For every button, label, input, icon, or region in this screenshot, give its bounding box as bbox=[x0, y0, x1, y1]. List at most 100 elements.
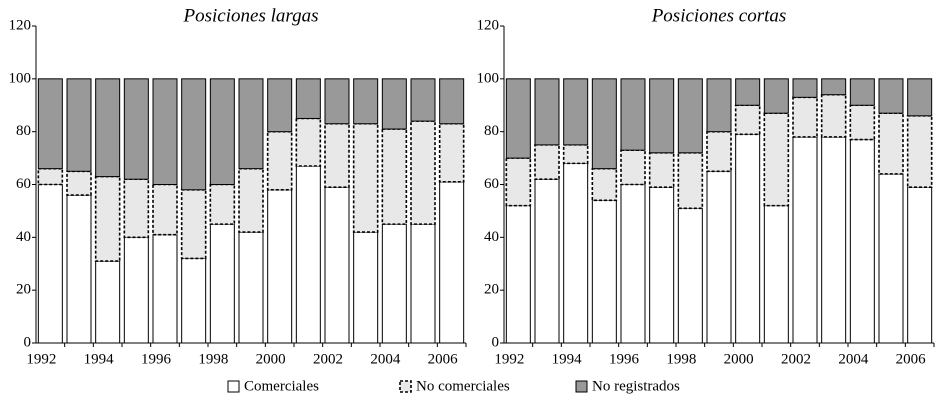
bar-segment bbox=[735, 78, 761, 106]
bar-segment bbox=[821, 136, 847, 344]
bar-segment bbox=[763, 78, 789, 114]
bar-segment bbox=[438, 122, 465, 183]
bar-segment bbox=[878, 78, 904, 114]
bar-segment bbox=[238, 231, 264, 344]
y-tick-label: 20 bbox=[484, 282, 499, 298]
bar-segment bbox=[735, 133, 761, 344]
bar-segment bbox=[209, 223, 235, 344]
y-tick-label: 80 bbox=[484, 123, 499, 139]
bar-segment bbox=[620, 78, 646, 151]
bar-segment bbox=[620, 184, 646, 344]
bar-segment bbox=[439, 181, 465, 344]
x-tick-label: 2000 bbox=[256, 351, 286, 367]
bar-segment bbox=[591, 78, 617, 170]
bar-segment bbox=[180, 188, 207, 260]
bar-segment bbox=[534, 78, 560, 146]
bar-segment bbox=[906, 115, 933, 188]
bar-segment bbox=[37, 184, 63, 344]
bar-segment bbox=[152, 183, 178, 236]
x-tick-label: 2004 bbox=[370, 351, 401, 367]
y-tick-label: 100 bbox=[9, 70, 32, 86]
bar-segment bbox=[534, 178, 560, 344]
x-tick-label: 1994 bbox=[552, 351, 583, 367]
x-tick-label: 2002 bbox=[313, 351, 343, 367]
bar-segment bbox=[353, 231, 379, 344]
bar-segment bbox=[907, 186, 933, 344]
y-tick-label: 40 bbox=[484, 229, 499, 245]
bar-segment bbox=[792, 78, 818, 98]
bar-segment bbox=[352, 122, 379, 233]
x-tick-label: 2006 bbox=[428, 351, 459, 367]
bar-segment bbox=[410, 120, 436, 225]
bar-segment bbox=[820, 93, 847, 138]
bar-segment bbox=[295, 117, 322, 167]
bar-segment bbox=[324, 122, 350, 188]
bar-segment bbox=[95, 78, 121, 178]
bar-segment bbox=[410, 223, 436, 344]
y-tick-label: 120 bbox=[477, 17, 500, 33]
bar-segment bbox=[505, 78, 531, 159]
bar-segment bbox=[677, 152, 704, 210]
bar-segment bbox=[534, 144, 560, 181]
bar-segment bbox=[324, 78, 350, 125]
bar-segment bbox=[181, 257, 207, 344]
bar-segment bbox=[94, 175, 121, 262]
bar-segment bbox=[821, 78, 847, 96]
legend-swatch bbox=[399, 380, 412, 393]
bar-segment bbox=[706, 130, 732, 173]
legend-swatch bbox=[227, 380, 240, 393]
bar-segment bbox=[381, 78, 407, 130]
bar-segment bbox=[152, 234, 178, 344]
bar-segment bbox=[238, 78, 264, 170]
bar-segment bbox=[439, 78, 465, 125]
x-tick-label: 2004 bbox=[838, 351, 869, 367]
bar-segment bbox=[563, 162, 589, 344]
x-tick-label: 1996 bbox=[609, 351, 640, 367]
bar-segment bbox=[181, 78, 207, 191]
bar-segment bbox=[295, 78, 321, 119]
bar-segment bbox=[209, 78, 235, 185]
bar-segment bbox=[37, 78, 63, 170]
y-tick-label: 0 bbox=[492, 334, 500, 350]
x-tick-label: 1998 bbox=[198, 351, 228, 367]
bar-segment bbox=[563, 78, 589, 146]
bar-segment bbox=[907, 78, 933, 117]
x-tick-label: 2000 bbox=[724, 351, 754, 367]
bar-segment bbox=[677, 207, 703, 344]
bar-segment bbox=[562, 144, 589, 165]
bar-segment bbox=[267, 189, 293, 344]
chart-title: Posiciones largas bbox=[183, 5, 319, 26]
bar-segment bbox=[620, 149, 646, 186]
bar-segment bbox=[324, 186, 350, 344]
chart-title: Posiciones cortas bbox=[651, 5, 787, 26]
legend-label: No comerciales bbox=[416, 378, 510, 394]
bar-segment bbox=[505, 205, 531, 344]
x-tick-label: 1994 bbox=[84, 351, 115, 367]
bar-segment bbox=[123, 236, 149, 344]
bar-segment bbox=[591, 199, 617, 344]
y-tick-label: 120 bbox=[9, 17, 32, 33]
bar-segment bbox=[37, 167, 64, 186]
bar-segment bbox=[353, 78, 379, 125]
y-tick-label: 100 bbox=[477, 70, 500, 86]
bar-segment bbox=[763, 112, 790, 207]
bar-segment bbox=[849, 78, 875, 106]
bar-segment bbox=[763, 205, 789, 344]
bar-segment bbox=[123, 78, 149, 180]
bar-segment bbox=[152, 78, 178, 185]
legend-swatch bbox=[575, 380, 588, 393]
bar-segment bbox=[295, 165, 321, 344]
bar-segment bbox=[123, 178, 150, 239]
legend-label: Comerciales bbox=[244, 378, 319, 394]
x-tick-label: 1996 bbox=[141, 351, 172, 367]
x-tick-label: 1992 bbox=[494, 351, 524, 367]
bar-segment bbox=[209, 183, 236, 225]
y-tick-label: 80 bbox=[16, 123, 31, 139]
bar-segment bbox=[734, 104, 761, 136]
bar-segment bbox=[849, 104, 876, 141]
bar-segment bbox=[649, 186, 675, 344]
bar-segment bbox=[66, 170, 92, 196]
bar-segment bbox=[849, 139, 875, 344]
bar-segment bbox=[238, 167, 264, 233]
